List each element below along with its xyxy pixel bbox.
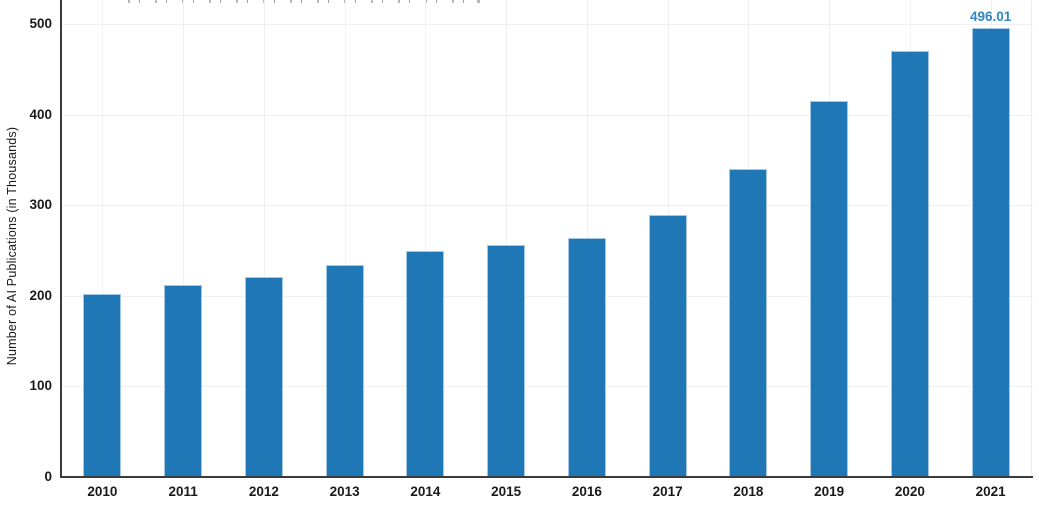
x-tick-label-2014: 2014 <box>410 484 441 499</box>
bar-2015 <box>487 245 526 477</box>
gridline-y-400 <box>62 114 1033 116</box>
y-tick-label-200: 200 <box>29 287 52 303</box>
x-tick-label-2020: 2020 <box>894 484 925 499</box>
bar-2013 <box>325 265 364 477</box>
x-tick-label-2021: 2021 <box>975 484 1006 499</box>
bar-2012 <box>244 276 283 477</box>
x-tick-label-2013: 2013 <box>329 484 360 499</box>
bars-layer <box>62 24 1031 477</box>
x-tick-label-2010: 2010 <box>87 484 118 499</box>
x-axis-line <box>60 476 1033 478</box>
cropped-title-fragment <box>128 0 480 3</box>
gridline-x-2012 <box>263 0 265 477</box>
gridline-y-200 <box>62 295 1033 297</box>
bar-2020 <box>890 51 929 477</box>
y-axis-title: Number of AI Publications (in Thousands) <box>5 126 19 366</box>
bar-2017 <box>648 215 687 477</box>
bar-2011 <box>164 284 203 477</box>
y-tick-label-300: 300 <box>29 197 52 213</box>
gridline-x-2015 <box>506 0 508 477</box>
y-tick-label-100: 100 <box>29 378 52 394</box>
bar-2021 <box>971 27 1010 477</box>
bar-2016 <box>567 237 606 477</box>
bar-2010 <box>83 294 122 477</box>
x-tick-label-2018: 2018 <box>733 484 764 499</box>
x-tick-label-2015: 2015 <box>491 484 522 499</box>
x-tick-label-2016: 2016 <box>571 484 602 499</box>
gridline-x-2014 <box>425 0 427 477</box>
x-tick-label-2017: 2017 <box>652 484 683 499</box>
gridline-y-500 <box>62 24 1033 25</box>
gridline-x-2010 <box>102 0 104 477</box>
plot-area <box>62 0 1033 477</box>
plot-right-border <box>1031 0 1032 477</box>
data-label-2021: 496.01 <box>969 8 1012 24</box>
cropped-title-fragment <box>477 0 480 3</box>
y-tick-label-500: 500 <box>29 16 52 31</box>
y-tick-label-0: 0 <box>44 469 52 484</box>
x-tick-label-2012: 2012 <box>248 484 279 499</box>
gridline-x-2013 <box>344 0 346 477</box>
y-tick-label-400: 400 <box>29 106 52 122</box>
gridline-y-300 <box>62 205 1033 207</box>
x-tick-label-2011: 2011 <box>168 484 198 499</box>
x-tick-label-2019: 2019 <box>814 484 845 499</box>
bar-2014 <box>406 251 445 477</box>
gridline-y-100 <box>62 386 1033 388</box>
gridline-x-2011 <box>183 0 185 477</box>
y-axis-line <box>60 0 62 478</box>
bar-2019 <box>810 101 849 477</box>
bar-2018 <box>729 168 768 477</box>
